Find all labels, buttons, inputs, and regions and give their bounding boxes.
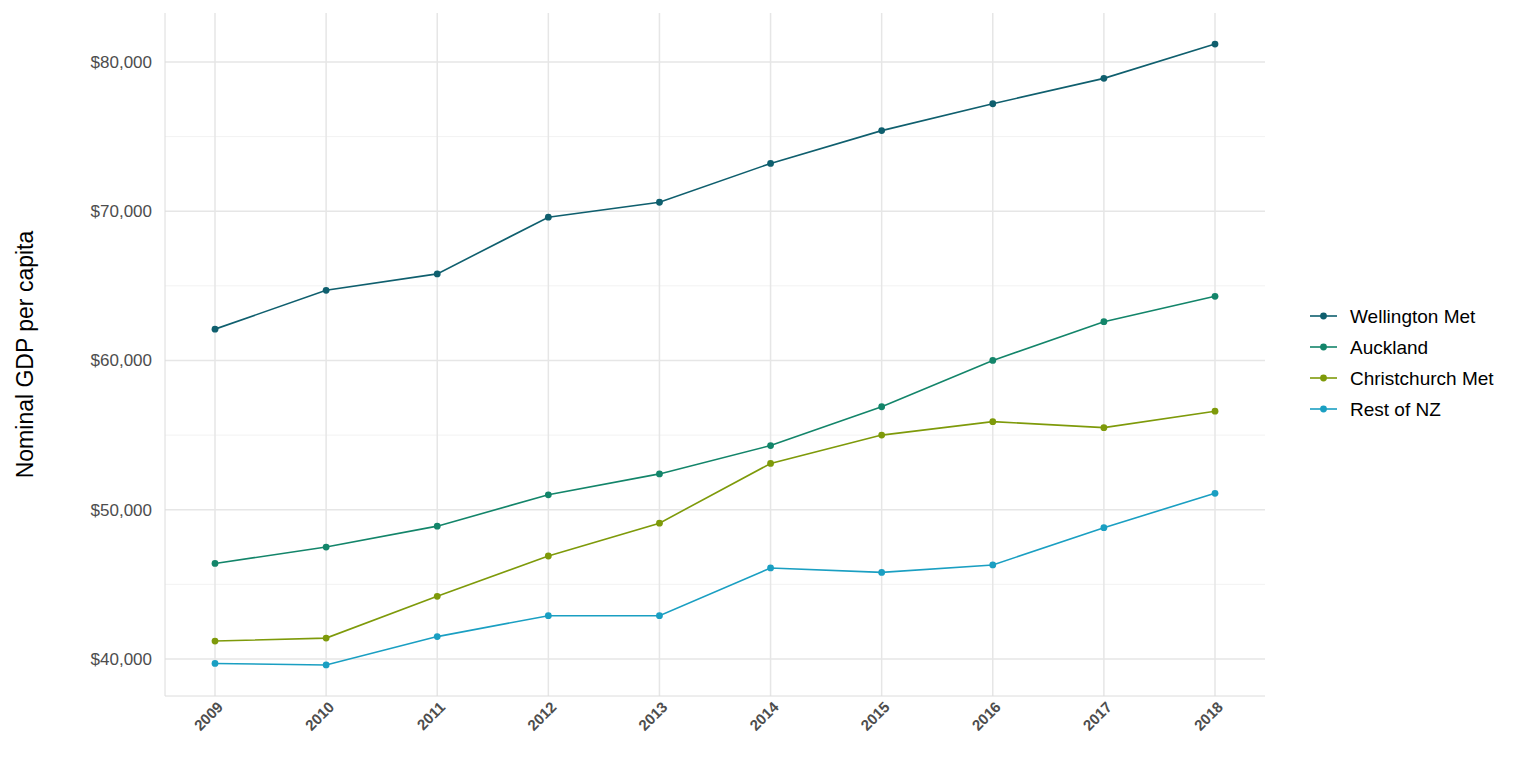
data-point (434, 593, 441, 600)
y-grid-line (165, 61, 1265, 63)
y-tick-label: $60,000 (91, 351, 152, 370)
data-point (434, 523, 441, 530)
x-grid-line (659, 13, 661, 696)
data-point (767, 160, 774, 167)
data-point (1212, 490, 1219, 497)
data-point (545, 612, 552, 619)
y-tick-label: $50,000 (91, 501, 152, 520)
data-point (989, 357, 996, 364)
data-point (212, 560, 219, 567)
legend-key-marker (1320, 406, 1327, 413)
series-line (215, 296, 1215, 563)
plot-area (212, 41, 1219, 669)
data-point (323, 544, 330, 551)
y-grid-line (165, 360, 1265, 362)
x-tick-label: 2014 (746, 698, 782, 734)
x-tick-label: 2017 (1079, 698, 1115, 734)
x-grid-line (1103, 13, 1105, 696)
x-grid-line (548, 13, 550, 696)
grid (165, 13, 1265, 696)
data-point (545, 553, 552, 560)
data-point (878, 432, 885, 439)
legend-key-marker (1320, 313, 1327, 320)
data-point (656, 471, 663, 478)
x-grid-line (992, 13, 994, 696)
minor-grid-line (165, 435, 1265, 436)
x-tick-label: 2012 (524, 698, 560, 734)
series-line (215, 411, 1215, 641)
data-point (212, 326, 219, 333)
chart: $40,000 $50,000 $60,000 $70,000 $80,000 2009 2… (0, 0, 1540, 770)
data-point (212, 638, 219, 645)
minor-grid-line (165, 584, 1265, 585)
legend-label: Christchurch Met (1350, 368, 1494, 389)
x-grid-line (325, 13, 327, 696)
data-point (656, 612, 663, 619)
minor-grid-line (165, 285, 1265, 286)
data-point (656, 199, 663, 206)
x-axis-line (165, 696, 1265, 697)
data-point (989, 100, 996, 107)
y-tick-label: $70,000 (91, 202, 152, 221)
legend: Wellington Met Auckland Christchurch Met Re… (1310, 306, 1494, 420)
data-point (767, 442, 774, 449)
x-tick-label: 2009 (191, 698, 227, 734)
series-line (215, 44, 1215, 329)
data-point (323, 635, 330, 642)
x-tick-label: 2013 (635, 698, 671, 734)
x-grid-line (214, 13, 216, 696)
data-point (545, 491, 552, 498)
x-tick-label: 2015 (857, 698, 893, 734)
data-point (545, 214, 552, 221)
x-grid-line (1214, 13, 1216, 696)
x-grid-line (770, 13, 772, 696)
data-point (434, 633, 441, 640)
data-point (767, 565, 774, 572)
legend-key-marker (1320, 344, 1327, 351)
legend-label: Auckland (1350, 337, 1428, 358)
data-point (656, 520, 663, 527)
y-grid-line (165, 210, 1265, 212)
data-point (1100, 318, 1107, 325)
y-tick-label: $80,000 (91, 53, 152, 72)
data-point (1100, 75, 1107, 82)
series-line (215, 493, 1215, 665)
data-point (434, 271, 441, 278)
data-point (1212, 41, 1219, 48)
y-axis-title: Nominal GDP per capita (12, 231, 38, 479)
y-axis-line (165, 13, 166, 696)
data-point (989, 418, 996, 425)
data-point (212, 660, 219, 667)
x-grid-line (881, 13, 883, 696)
legend-label: Rest of NZ (1350, 399, 1441, 420)
data-point (878, 569, 885, 576)
minor-grid-line (165, 136, 1265, 137)
legend-label: Wellington Met (1350, 306, 1476, 327)
legend-key-marker (1320, 375, 1327, 382)
data-point (767, 460, 774, 467)
x-tick-label: 2011 (413, 698, 448, 733)
x-tick-label: 2010 (302, 698, 338, 734)
data-point (1212, 293, 1219, 300)
data-point (323, 287, 330, 294)
data-point (878, 403, 885, 410)
y-grid-line (165, 658, 1265, 660)
data-point (878, 127, 885, 134)
data-point (1100, 424, 1107, 431)
data-point (323, 662, 330, 669)
y-grid-line (165, 509, 1265, 511)
x-tick-label: 2016 (968, 698, 1004, 734)
data-point (1100, 524, 1107, 531)
data-point (989, 562, 996, 569)
y-tick-label: $40,000 (91, 650, 152, 669)
x-tick-label: 2018 (1191, 698, 1227, 734)
data-point (1212, 408, 1219, 415)
